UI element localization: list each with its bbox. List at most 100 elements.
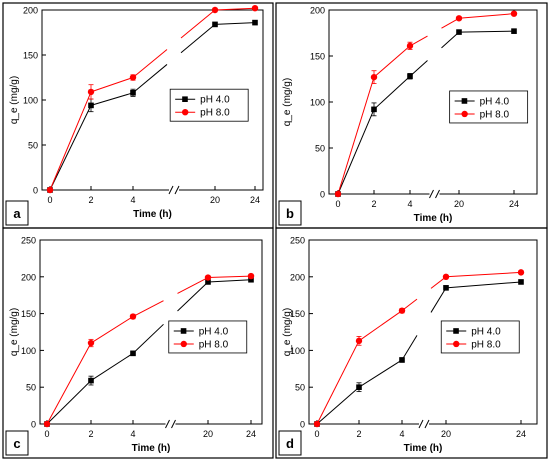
axis-break-gap [165,421,176,427]
x-tick-label: 20 [454,199,464,209]
panel-label-box [5,430,29,456]
legend: pH 4.0 pH 8.0 [449,90,529,124]
series-line-segment [337,77,375,195]
x-axis-title: Time (h) [404,443,443,454]
y-axis-title: q_e (mg/g) [9,308,20,356]
data-point-circle [313,420,321,428]
legend-label: pH 4.0 [480,96,510,107]
data-point-square [518,279,524,285]
axis-break-mark [171,419,176,429]
y-tick-label: 0 [31,420,36,430]
series-line-segment [180,9,216,39]
data-point-square [511,28,517,34]
series-line-segment [458,30,515,33]
series-line-segment [46,380,92,425]
data-point-square [248,276,254,283]
x-axis-title: Time (h) [414,213,453,224]
data-point-circle [442,273,450,280]
series-ph-4-0 [314,279,524,427]
series-line-segment [90,92,134,106]
y-tick-label: 100 [21,346,36,356]
x-tick-label: 4 [130,429,135,439]
data-point-circle [204,274,212,281]
data-point-circle [211,6,219,14]
x-axis-title: Time (h) [132,443,171,454]
series-line-segment [441,17,460,29]
series-line-segment [373,45,411,78]
data-point-square [88,102,94,109]
series-line-segment [445,281,522,289]
x-tick-label: 20 [441,429,451,439]
x-tick-label: 24 [516,429,526,439]
x-tick-label: 2 [371,199,376,209]
data-point-circle [370,73,378,81]
panel-label-box [278,200,302,226]
legend: pH 4.0 pH 8.0 [440,320,520,354]
y-tick-label: 50 [28,141,38,151]
legend-marker-square [182,96,188,102]
x-tick-label: 20 [210,195,220,205]
y-tick-label: 150 [290,309,305,319]
series-line-segment [132,300,164,317]
data-point-square [130,90,136,96]
x-tick-label: 2 [88,195,93,205]
x-tick-label: 0 [47,195,52,205]
legend-box [168,320,248,354]
y-tick-label: 50 [26,383,36,393]
data-point-square [371,106,377,113]
x-tick-label: 0 [314,429,319,439]
series-line-segment [458,13,515,19]
series-line-segment [132,64,168,94]
panel-label-box [5,200,29,226]
series-line-segment [214,7,256,11]
legend-label: pH 4.0 [200,95,230,106]
data-point-circle [43,420,51,428]
data-point-square [252,19,258,26]
y-tick-label: 0 [320,190,325,200]
series-line-segment [132,49,168,78]
data-point-circle [87,88,95,96]
axis-break-mark [168,185,174,195]
panel-label-box [278,430,302,456]
y-tick-label: 150 [23,51,38,61]
series-ph-8-0 [43,272,255,428]
series-line-segment [409,60,428,77]
panel-border [2,227,274,459]
y-tick-label: 150 [310,52,325,62]
series-line-segment [214,22,256,25]
panel-label: d [286,436,294,451]
legend-marker-circle [461,110,468,118]
data-point-circle [247,272,255,280]
series-line-segment [132,323,164,354]
y-tick-label: 100 [23,96,38,106]
series-line-segment [177,277,209,294]
y-tick-label: 200 [290,272,305,282]
data-point-circle [398,307,406,314]
legend-box [440,320,520,354]
panel-label: b [286,206,294,221]
legend-marker-circle [453,340,460,348]
y-tick-label: 50 [295,383,305,393]
legend-marker-square [453,328,459,334]
data-point-circle [334,190,342,198]
axis-break-gap [429,191,440,197]
x-tick-label: 24 [509,199,519,209]
series-line-segment [180,24,216,54]
data-point-circle [517,269,525,276]
data-point-circle [406,42,414,50]
legend-box [449,90,529,124]
legend-marker-circle [180,340,187,348]
legend-label: pH 8.0 [199,339,229,350]
legend-marker-circle [181,109,189,116]
series-line-segment [316,386,360,425]
y-tick-label: 0 [300,420,305,430]
data-point-square [399,357,405,363]
x-tick-label: 2 [88,429,93,439]
data-point-circle [510,10,518,17]
data-point-circle [129,313,137,320]
series-line-segment [46,342,92,425]
data-point-square [443,285,449,291]
